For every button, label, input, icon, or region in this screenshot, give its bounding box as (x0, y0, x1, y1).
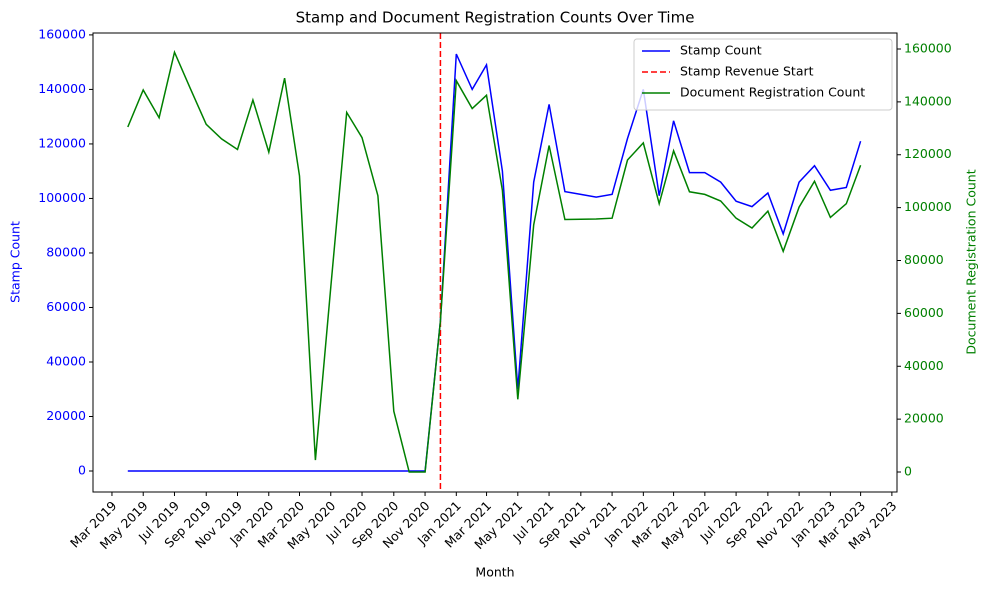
y-tick-label: 40000 (46, 353, 86, 368)
y-tick-label: 20000 (46, 408, 86, 423)
y2-tick-label: 60000 (904, 305, 944, 320)
y2-tick-label: 160000 (904, 40, 952, 55)
y2-tick-label: 140000 (904, 93, 952, 108)
y2-axis-label: Document Registration Count (964, 169, 979, 354)
legend-box (633, 38, 893, 111)
y-axis-label: Stamp Count (8, 221, 23, 303)
data-line (127, 49, 862, 473)
y-tick-label: 120000 (38, 135, 86, 150)
y2-tick-label: 120000 (904, 146, 952, 161)
y2-tick-label: 100000 (904, 199, 952, 214)
chart-title: Stamp and Document Registration Counts O… (296, 9, 695, 27)
y-tick-label: 80000 (46, 244, 86, 259)
y2-tick-label: 80000 (904, 252, 944, 267)
y2-tick-label: 0 (904, 464, 912, 479)
plot-frame (92, 32, 898, 493)
x-axis-label: Month (475, 565, 514, 580)
legend-label: Stamp Revenue Start (680, 64, 814, 79)
y-tick-label: 100000 (38, 190, 86, 205)
y-tick-label: 140000 (38, 81, 86, 96)
y-tick-label: 160000 (38, 26, 86, 41)
y2-tick-label: 20000 (904, 411, 944, 426)
y2-tick-label: 40000 (904, 358, 944, 373)
y-tick-label: 0 (78, 463, 86, 478)
y-tick-label: 60000 (46, 299, 86, 314)
legend-label: Stamp Count (680, 43, 762, 58)
legend-label: Document Registration Count (680, 85, 865, 100)
data-line (127, 53, 862, 472)
